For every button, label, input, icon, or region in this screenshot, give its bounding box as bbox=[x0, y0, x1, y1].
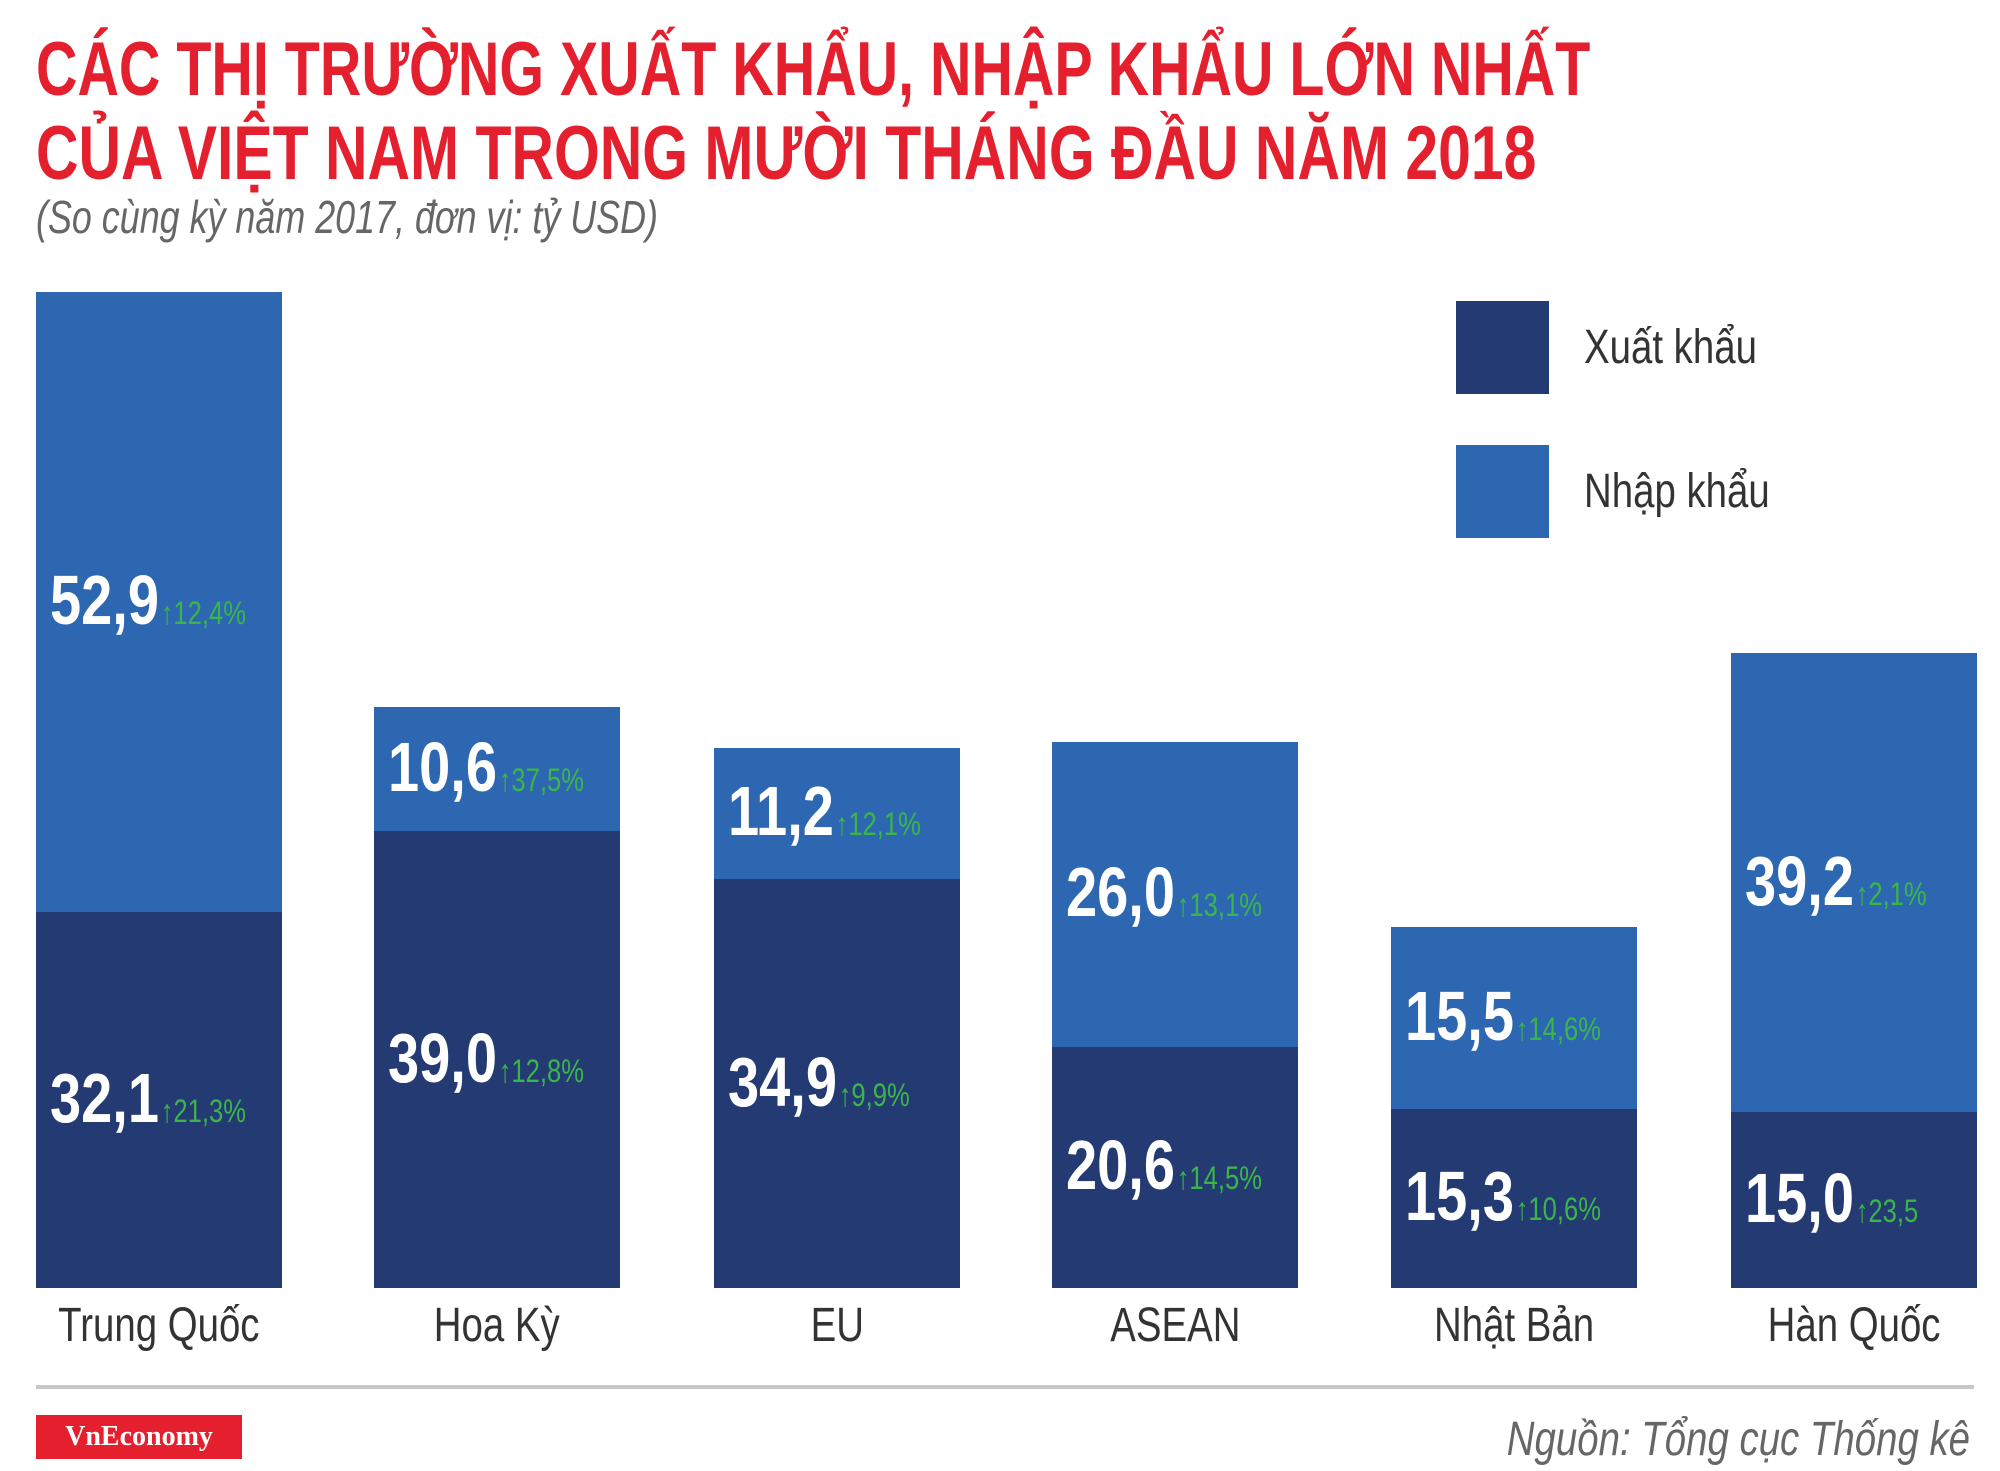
value-label: 15,3 bbox=[1405, 1157, 1514, 1236]
category-label: Hoa Kỳ bbox=[334, 1298, 660, 1353]
import-data-label: 52,9 ↑12,4% bbox=[50, 560, 246, 640]
growth-label: ↑14,6% bbox=[1515, 1010, 1601, 1047]
category-label: EU bbox=[674, 1298, 1000, 1353]
value-label: 32,1 bbox=[50, 1058, 159, 1137]
growth-label: ↑14,5% bbox=[1176, 1160, 1262, 1197]
category-label-text: Nhật Bản bbox=[1433, 1299, 1595, 1352]
category-label: Nhật Bản bbox=[1351, 1298, 1677, 1353]
value-label: 52,9 bbox=[50, 560, 159, 639]
value-label: 20,6 bbox=[1066, 1126, 1175, 1205]
export-bar-segment bbox=[374, 831, 620, 1288]
chart-subtitle: (So cùng kỳ năm 2017, đơn vị: tỷ USD) bbox=[36, 191, 658, 243]
export-bar-segment bbox=[714, 879, 960, 1288]
value-label: 15,0 bbox=[1745, 1159, 1854, 1238]
export-bar-segment bbox=[1391, 1108, 1637, 1288]
legend-label-import: Nhập khẩu bbox=[1584, 465, 1770, 518]
growth-label: ↑21,3% bbox=[160, 1092, 246, 1129]
value-label: 34,9 bbox=[728, 1042, 837, 1121]
value-label: 26,0 bbox=[1066, 853, 1175, 932]
export-data-label: 39,0 ↑12,8% bbox=[388, 1018, 584, 1098]
export-data-label: 34,9 ↑9,9% bbox=[728, 1042, 910, 1122]
import-data-label: 10,6 ↑37,5% bbox=[388, 727, 584, 807]
export-bar-segment bbox=[36, 911, 282, 1288]
import-bar-segment bbox=[374, 706, 620, 831]
import-data-label: 11,2 ↑12,1% bbox=[728, 771, 921, 851]
category-label: Hàn Quốc bbox=[1691, 1298, 2000, 1353]
growth-label: ↑10,6% bbox=[1515, 1191, 1601, 1228]
category-label-text: Hàn Quốc bbox=[1767, 1299, 1941, 1352]
value-label: 15,5 bbox=[1405, 976, 1514, 1055]
export-data-label: 15,3 ↑10,6% bbox=[1405, 1156, 1601, 1236]
import-data-label: 15,5 ↑14,6% bbox=[1405, 976, 1601, 1056]
vneconomy-logo: VnEconomy bbox=[36, 1415, 242, 1459]
import-bar-segment bbox=[1731, 652, 1977, 1113]
legend-swatch-export bbox=[1456, 301, 1549, 394]
export-bar-segment bbox=[1052, 1046, 1298, 1288]
growth-label: ↑13,1% bbox=[1176, 887, 1262, 924]
logo-text: VnEconomy bbox=[65, 1421, 213, 1452]
category-label-text: Trung Quốc bbox=[58, 1299, 260, 1352]
category-label-text: Hoa Kỳ bbox=[434, 1299, 560, 1352]
growth-label: ↑12,4% bbox=[160, 594, 246, 631]
import-bar-segment bbox=[1391, 927, 1637, 1109]
category-label: Trung Quốc bbox=[0, 1298, 322, 1353]
growth-label: ↑2,1% bbox=[1855, 875, 1927, 912]
value-label: 39,0 bbox=[388, 1018, 497, 1097]
growth-label: ↑9,9% bbox=[838, 1076, 910, 1113]
source-note: Nguồn: Tổng cục Thống kê bbox=[1506, 1413, 1970, 1466]
import-bar-segment bbox=[714, 747, 960, 880]
export-data-label: 15,0 ↑23,5 bbox=[1745, 1158, 1918, 1238]
chart-title-line-1: CÁC THỊ TRƯỜNG XUẤT KHẨU, NHẬP KHẨU LỚN … bbox=[36, 27, 1591, 112]
legend-swatch-import bbox=[1456, 445, 1549, 538]
export-data-label: 20,6 ↑14,5% bbox=[1066, 1125, 1262, 1205]
value-label: 10,6 bbox=[388, 727, 497, 806]
value-label: 11,2 bbox=[728, 772, 834, 851]
growth-label: ↑12,1% bbox=[835, 806, 921, 843]
category-label: ASEAN bbox=[1012, 1298, 1338, 1353]
import-bar-segment bbox=[36, 292, 282, 912]
import-data-label: 26,0 ↑13,1% bbox=[1066, 852, 1262, 932]
legend-label-export: Xuất khẩu bbox=[1584, 321, 1757, 374]
value-label: 39,2 bbox=[1745, 841, 1854, 920]
category-label-text: ASEAN bbox=[1109, 1299, 1241, 1352]
growth-label: ↑12,8% bbox=[498, 1052, 584, 1089]
chart-title-line-2: CỦA VIỆT NAM TRONG MƯỜI THÁNG ĐẦU NĂM 20… bbox=[36, 111, 1537, 196]
category-label-text: EU bbox=[810, 1299, 864, 1352]
growth-label: ↑37,5% bbox=[498, 761, 584, 798]
import-bar-segment bbox=[1052, 741, 1298, 1047]
export-data-label: 32,1 ↑21,3% bbox=[50, 1058, 246, 1138]
export-bar-segment bbox=[1731, 1112, 1977, 1288]
import-data-label: 39,2 ↑2,1% bbox=[1745, 841, 1927, 921]
footer-divider bbox=[36, 1385, 1974, 1389]
growth-label: ↑23,5 bbox=[1855, 1193, 1919, 1230]
